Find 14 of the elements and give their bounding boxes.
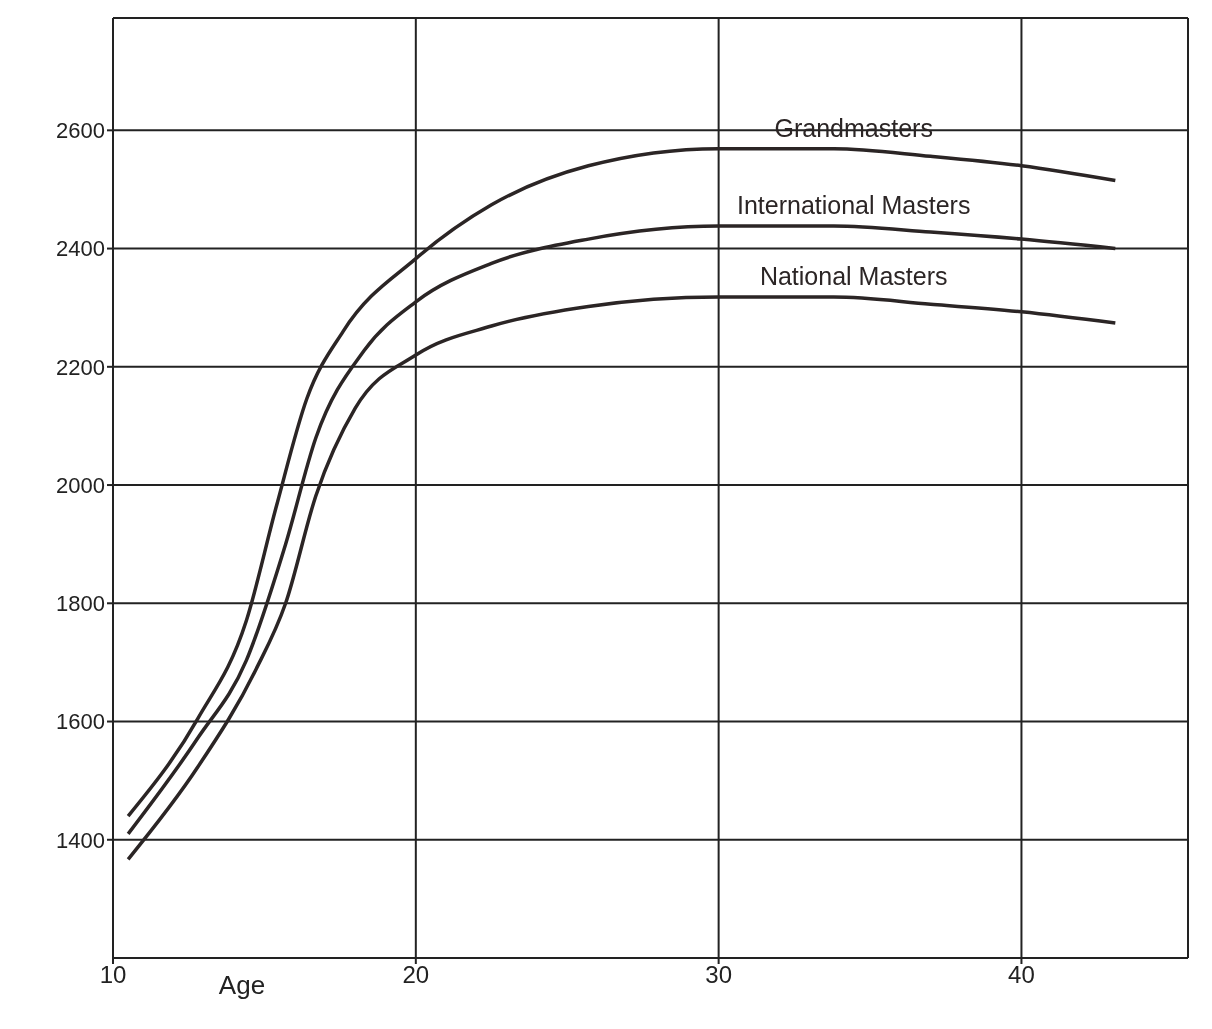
y-tick-label: 2200: [56, 354, 105, 380]
y-tick-label: 1800: [56, 591, 105, 617]
x-axis-title: Age: [218, 970, 266, 1000]
x-tick-label: 40: [1008, 961, 1035, 989]
y-tick-label: 2000: [56, 472, 105, 498]
x-tick-label: 10: [99, 961, 127, 989]
y-tick-label: 2400: [56, 236, 105, 262]
series-label: International Masters: [736, 191, 971, 220]
y-tick-label: 2600: [56, 118, 105, 144]
x-tick-label: 20: [402, 961, 430, 989]
x-tick-label: 30: [705, 961, 732, 989]
y-tick-label: 1600: [56, 709, 105, 735]
y-tick-label: 1400: [56, 827, 105, 853]
series-label: National Masters: [759, 262, 948, 291]
